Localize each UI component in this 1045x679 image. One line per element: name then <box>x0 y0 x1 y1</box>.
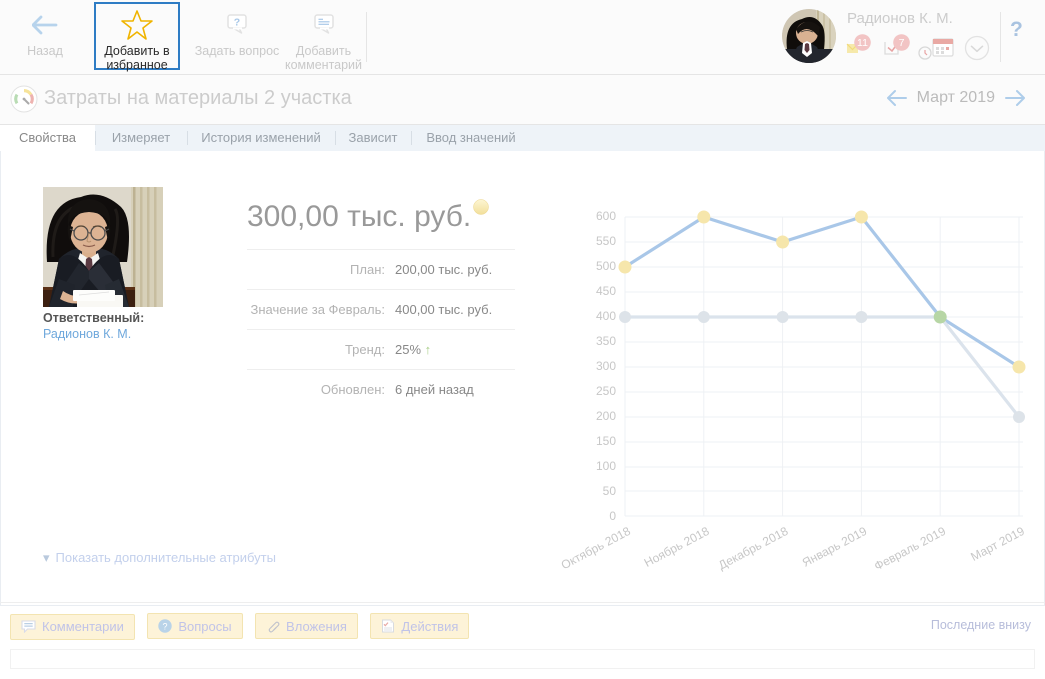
svg-text:450: 450 <box>596 284 616 298</box>
svg-text:550: 550 <box>596 234 616 248</box>
svg-text:Ноябрь 2018: Ноябрь 2018 <box>642 524 712 570</box>
svg-text:250: 250 <box>596 384 616 398</box>
svg-text:150: 150 <box>596 434 616 448</box>
svg-text:Октябрь 2018: Октябрь 2018 <box>559 524 633 572</box>
svg-text:600: 600 <box>596 209 616 223</box>
svg-text:Январь 2019: Январь 2019 <box>800 524 870 570</box>
svg-text:0: 0 <box>609 509 616 523</box>
svg-text:?: ? <box>234 17 240 29</box>
svg-text:100: 100 <box>596 459 616 473</box>
svg-text:400: 400 <box>596 309 616 323</box>
svg-text:50: 50 <box>603 484 617 498</box>
svg-text:350: 350 <box>596 334 616 348</box>
svg-text:500: 500 <box>596 259 616 273</box>
svg-text:Декабрь 2018: Декабрь 2018 <box>716 524 791 573</box>
svg-text:Февраль 2019: Февраль 2019 <box>872 524 948 574</box>
svg-text:?: ? <box>163 621 168 631</box>
svg-text:7: 7 <box>899 37 905 49</box>
svg-text:300: 300 <box>596 359 616 373</box>
svg-text:200: 200 <box>596 409 616 423</box>
svg-text:11: 11 <box>857 37 868 49</box>
svg-text:Март 2019: Март 2019 <box>968 524 1027 564</box>
